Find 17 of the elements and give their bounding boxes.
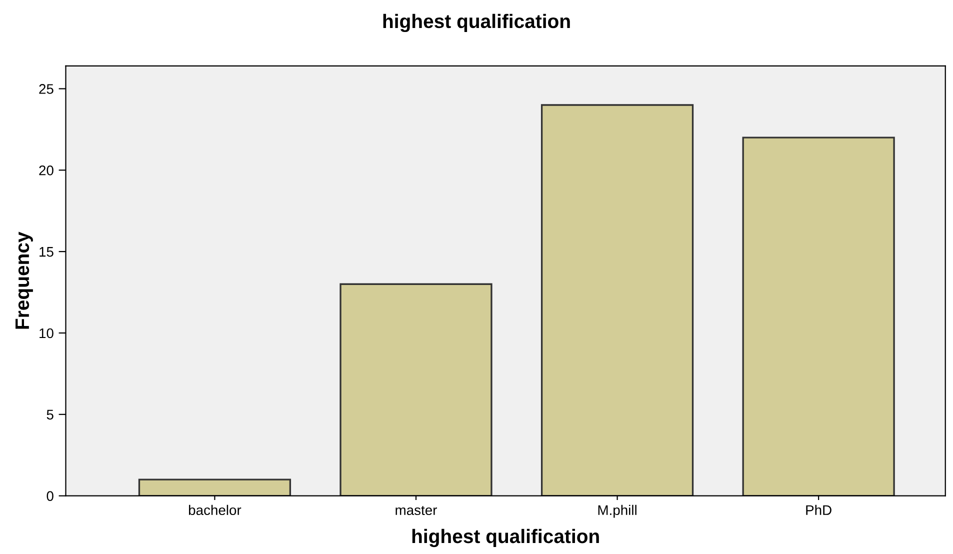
chart-title: highest qualification bbox=[383, 14, 570, 32]
x-tick-label: bachelor bbox=[188, 504, 242, 516]
x-axis-title: highest qualification bbox=[412, 528, 599, 548]
x-tick-label: PhD bbox=[806, 504, 832, 515]
bar bbox=[138, 478, 292, 496]
bar bbox=[742, 136, 895, 496]
y-tick-label: 20 bbox=[39, 165, 54, 176]
x-tick-label: M.phill bbox=[598, 504, 636, 518]
y-axis-title: Frequency bbox=[16, 232, 33, 329]
y-tick-label: 5 bbox=[46, 410, 54, 420]
bar bbox=[340, 283, 492, 496]
y-tick-label: 10 bbox=[40, 328, 54, 338]
y-tick-label: 25 bbox=[39, 84, 54, 94]
y-tick-label: 15 bbox=[40, 247, 54, 257]
y-tick-label: 0 bbox=[46, 491, 54, 501]
bar bbox=[540, 104, 694, 496]
x-tick-label: master bbox=[396, 506, 437, 516]
